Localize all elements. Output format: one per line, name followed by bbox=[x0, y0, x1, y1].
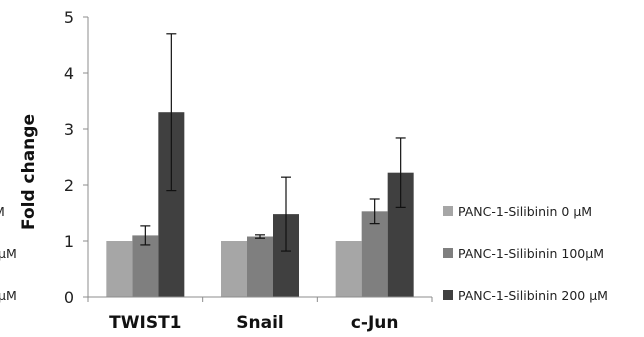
y-axis: 0 1 2 3 4 5 bbox=[64, 8, 89, 307]
y-tick-label: 5 bbox=[64, 8, 74, 27]
x-category-label: TWIST1 bbox=[109, 313, 181, 333]
legend-swatch bbox=[443, 248, 453, 258]
legend-label: PANC-1-Silibinin 200 μM bbox=[458, 288, 608, 303]
cropped-legend-fragment: M bbox=[0, 204, 5, 219]
x-category-label: Snail bbox=[236, 313, 283, 333]
bar bbox=[221, 241, 247, 297]
y-axis-title: Fold change bbox=[19, 114, 39, 230]
x-category-label: c-Jun bbox=[351, 313, 399, 333]
legend-swatch bbox=[443, 290, 453, 300]
legend-swatch bbox=[443, 206, 453, 216]
y-tick-label: 2 bbox=[64, 176, 74, 195]
bar bbox=[247, 236, 273, 297]
legend-label: PANC-1-Silibinin 100μM bbox=[458, 246, 604, 261]
bar bbox=[106, 241, 133, 297]
cropped-legend-fragment: μM bbox=[0, 288, 17, 303]
cropped-legend-fragment: μM bbox=[0, 246, 17, 261]
error-bar-group bbox=[140, 33, 406, 252]
x-axis: TWIST1 Snail c-Jun bbox=[87, 296, 433, 333]
legend: PANC-1-Silibinin 0 μM PANC-1-Silibinin 10… bbox=[443, 204, 608, 303]
legend-label: PANC-1-Silibinin 0 μM bbox=[458, 204, 592, 219]
bar bbox=[361, 211, 388, 297]
bar bbox=[132, 235, 159, 297]
y-tick-label: 3 bbox=[64, 120, 74, 139]
bar-series-group bbox=[106, 112, 414, 297]
bar bbox=[335, 241, 362, 297]
y-tick-label: 0 bbox=[64, 288, 74, 307]
y-tick-label: 4 bbox=[64, 64, 74, 83]
y-tick-label: 1 bbox=[64, 232, 74, 251]
cropped-legend-fragments: MμM μM bbox=[0, 204, 17, 303]
